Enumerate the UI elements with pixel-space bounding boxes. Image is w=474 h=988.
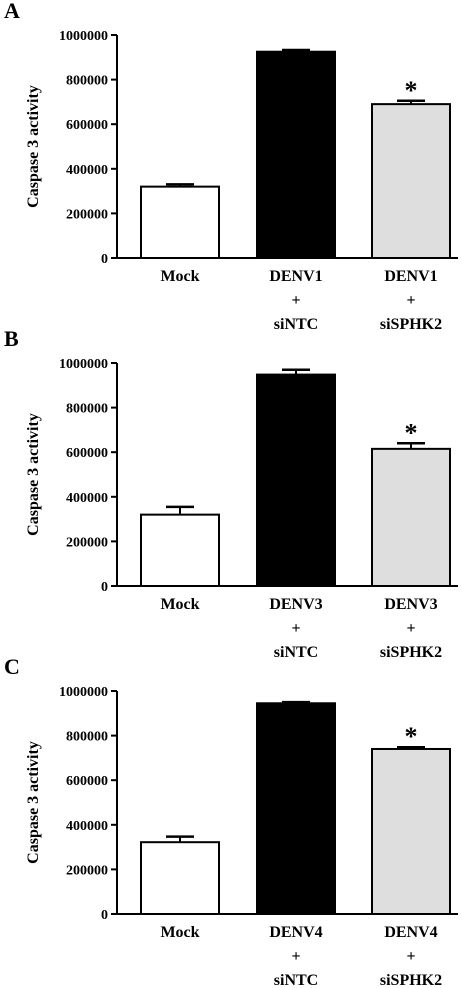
bar [256,50,336,259]
x-category-label: Mock [160,596,199,613]
x-category-label: + [291,948,300,965]
chart-panel-c: C Caspase 3 activity 0 200000 400000 600000 8… [0,654,474,988]
bar [140,841,220,915]
y-tick-label: 800000 [66,74,108,89]
panel-letter: B [4,326,19,351]
x-category-label: + [291,620,300,637]
significance-marker: * [405,76,418,105]
y-tick-label: 600000 [66,118,108,133]
x-category-label: DENV1 [269,268,322,285]
y-axis-label: Caspase 3 activity [25,85,42,208]
x-category-label: Mock [160,924,199,941]
y-tick-label: 1000000 [59,685,108,700]
bar [256,373,336,588]
x-category-label: siSPHK2 [380,644,442,661]
significance-marker: * [405,418,418,447]
y-tick-label: 800000 [66,730,108,745]
y-tick-label: 1000000 [59,357,108,372]
bar-chart-b: Caspase 3 activity 0 200000 400000 600000 800… [25,357,458,661]
y-tick-label: 0 [101,908,108,923]
x-category-label: + [291,292,300,309]
y-tick-label: 0 [101,252,108,267]
chart-panel-b: B Caspase 3 activity 0 200000 400000 600000 8… [0,326,474,661]
y-tick-label: 200000 [66,207,108,222]
bar-chart-a: Caspase 3 activity 0 200000 400000 600000 800… [25,29,458,333]
y-tick-label: 400000 [66,819,108,834]
x-category-label: + [406,948,415,965]
y-tick-label: 400000 [66,491,108,506]
x-category-label: DENV3 [384,596,437,613]
y-tick-label: 400000 [66,163,108,178]
y-tick-label: 1000000 [59,29,108,44]
x-category-label: DENV3 [269,596,322,613]
x-category-label: DENV4 [269,924,322,941]
y-tick-label: 0 [101,580,108,595]
panel-letter: C [4,654,20,679]
chart-panel-a: A Caspase 3 activity 0 200000 400000 600000 8… [0,0,474,333]
y-axis-label: Caspase 3 activity [25,413,42,536]
bar [140,513,220,587]
y-tick-label: 800000 [66,402,108,417]
y-axis-label: Caspase 3 activity [25,741,42,864]
x-category-label: DENV4 [384,924,437,941]
bar [140,185,220,259]
y-tick-label: 200000 [66,535,108,550]
y-tick-label: 200000 [66,863,108,878]
y-tick-label: 600000 [66,774,108,789]
bar [371,103,451,259]
x-category-label: Mock [160,268,199,285]
x-category-label: siNTC [274,316,318,333]
x-category-label: + [406,292,415,309]
x-category-label: siNTC [274,644,318,661]
bar [256,702,336,915]
x-category-label: + [406,620,415,637]
x-category-label: siSPHK2 [380,316,442,333]
x-category-label: siNTC [274,972,318,988]
significance-marker: * [405,722,418,751]
x-category-label: DENV1 [384,268,437,285]
bar [371,747,451,916]
y-tick-label: 600000 [66,446,108,461]
bar-chart-c: Caspase 3 activity 0 200000 400000 600000 800… [25,685,458,988]
panel-letter: A [4,0,20,23]
x-category-label: siSPHK2 [380,972,442,988]
bar [371,447,451,588]
